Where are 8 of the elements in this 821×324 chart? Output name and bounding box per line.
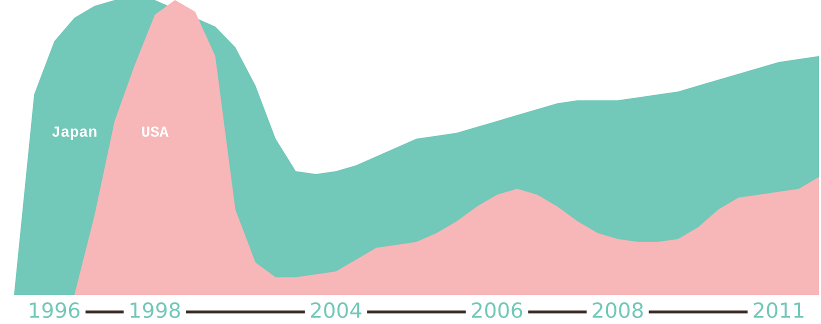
x-tick-label: 2006 xyxy=(472,302,522,318)
x-tick-label: 2004 xyxy=(311,302,362,318)
x-tick-label: 2011 xyxy=(754,302,804,318)
x-tick-label: 2008 xyxy=(592,302,643,318)
series-label: Japan xyxy=(52,126,96,140)
series-label: USA xyxy=(142,126,169,137)
x-tick-label: 1998 xyxy=(130,302,180,318)
x-tick-label: 1996 xyxy=(30,302,80,318)
